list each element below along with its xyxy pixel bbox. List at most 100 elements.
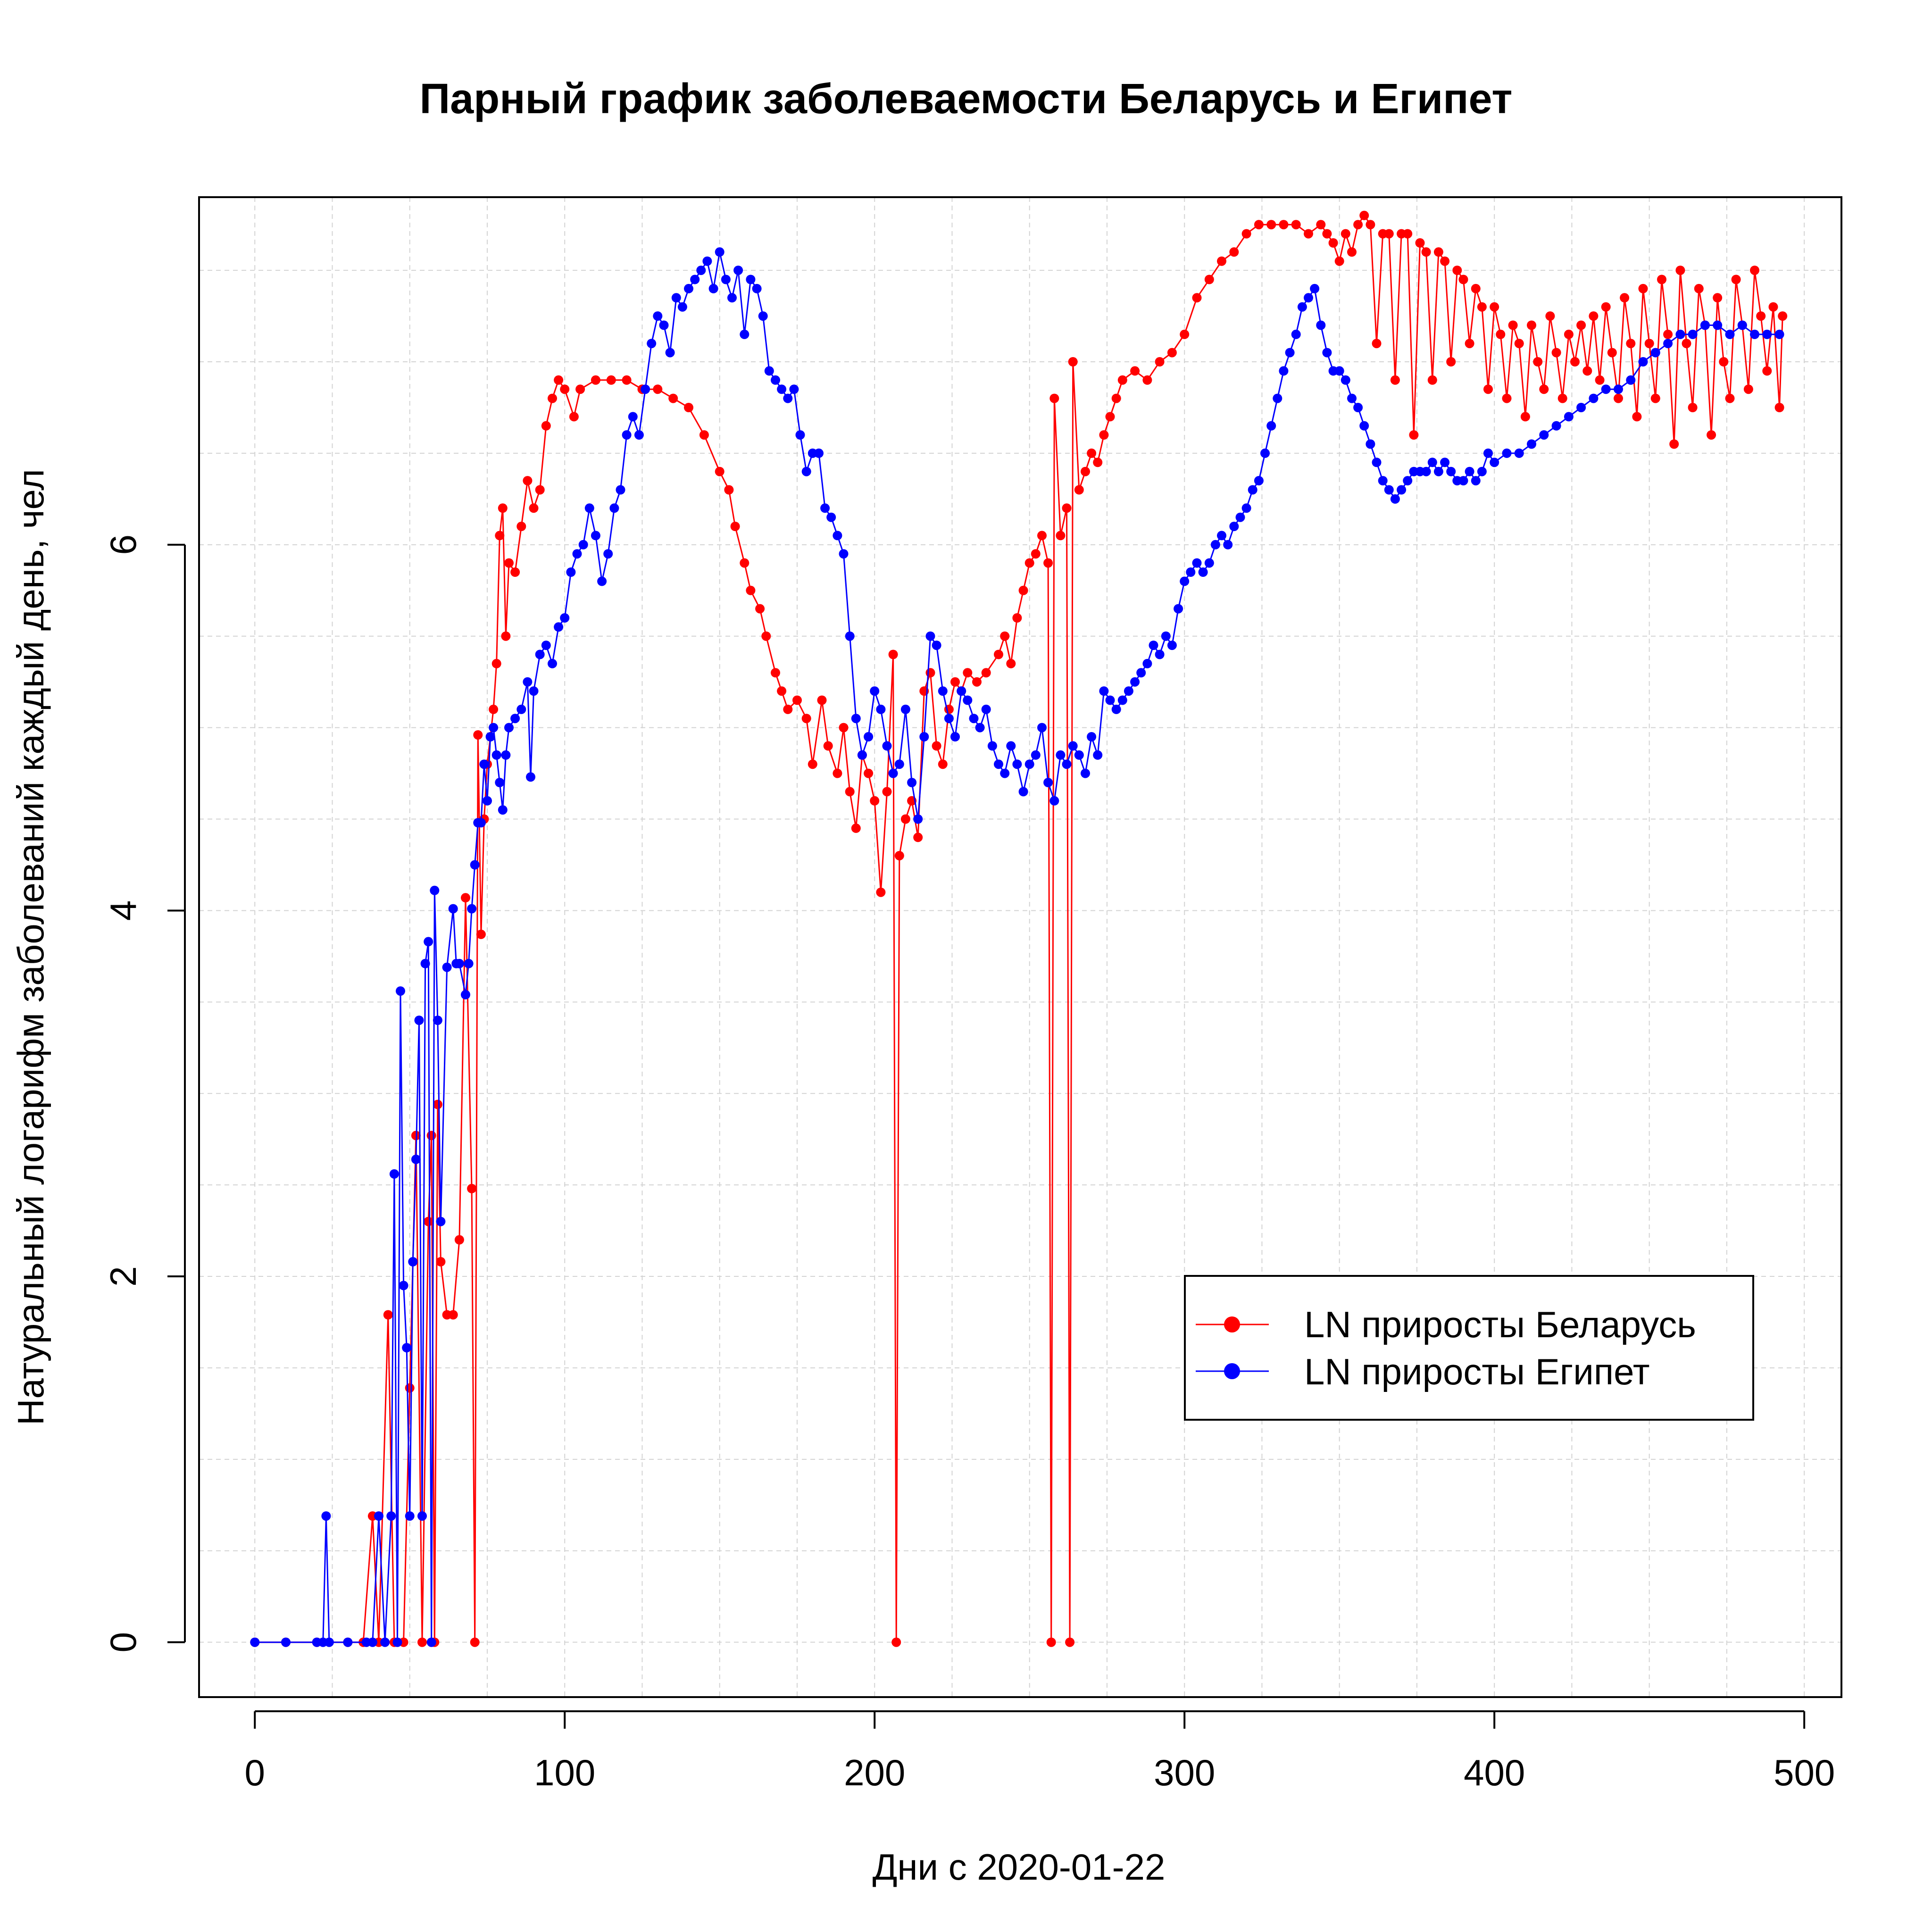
data-point xyxy=(516,522,526,531)
data-point xyxy=(1210,540,1220,550)
data-point xyxy=(470,860,480,870)
data-point xyxy=(876,887,886,897)
data-point xyxy=(1626,375,1636,385)
data-point xyxy=(1601,384,1611,394)
data-point xyxy=(981,704,991,714)
data-point xyxy=(950,732,960,741)
data-point xyxy=(864,768,874,778)
data-point xyxy=(321,1511,331,1521)
data-point xyxy=(972,677,982,687)
data-point xyxy=(1601,302,1611,312)
data-point xyxy=(489,723,499,733)
data-point xyxy=(467,1183,477,1193)
data-point xyxy=(1663,339,1673,349)
data-point xyxy=(1762,329,1772,339)
data-point xyxy=(1564,412,1574,422)
data-point xyxy=(777,686,787,696)
data-point xyxy=(529,503,539,513)
data-point xyxy=(783,393,793,403)
data-point xyxy=(1614,384,1623,394)
data-point xyxy=(541,641,551,650)
data-point xyxy=(1737,320,1747,330)
data-point xyxy=(783,704,793,714)
data-point xyxy=(1614,393,1623,403)
data-point xyxy=(1520,412,1530,422)
data-point xyxy=(476,929,486,939)
data-point xyxy=(1725,329,1735,339)
data-point xyxy=(1688,329,1698,339)
data-point xyxy=(1576,403,1586,412)
data-point xyxy=(1341,229,1350,239)
data-point xyxy=(1081,768,1090,778)
data-point xyxy=(1409,430,1419,440)
data-point xyxy=(433,1016,442,1025)
data-point xyxy=(808,759,817,769)
data-point xyxy=(424,937,433,947)
data-point xyxy=(1117,375,1127,385)
data-point xyxy=(1111,393,1121,403)
data-point xyxy=(845,787,855,797)
data-point xyxy=(411,1154,421,1164)
data-point xyxy=(938,759,948,769)
data-point xyxy=(1328,238,1338,248)
data-point xyxy=(932,641,941,650)
data-point xyxy=(389,1169,399,1179)
data-point xyxy=(529,686,539,696)
data-point xyxy=(467,904,477,914)
data-point xyxy=(1527,439,1536,449)
data-point xyxy=(1390,375,1400,385)
data-point xyxy=(1043,778,1053,787)
data-point xyxy=(1421,466,1431,476)
data-point xyxy=(715,466,724,476)
data-point xyxy=(826,512,836,522)
data-point xyxy=(281,1637,291,1647)
data-point xyxy=(1068,357,1078,366)
data-point xyxy=(1316,220,1326,230)
data-point xyxy=(752,283,762,293)
data-point xyxy=(591,531,600,541)
data-point xyxy=(1291,329,1301,339)
data-point xyxy=(1650,348,1660,358)
data-point xyxy=(1774,403,1784,412)
data-point xyxy=(1291,220,1301,230)
data-point xyxy=(817,695,827,705)
data-point xyxy=(1310,283,1320,293)
data-point xyxy=(1024,759,1034,769)
data-point xyxy=(510,714,520,724)
data-point xyxy=(1551,421,1561,431)
data-point xyxy=(1167,641,1177,650)
data-point xyxy=(919,732,929,741)
data-point xyxy=(1105,412,1115,422)
data-point xyxy=(1266,421,1276,431)
data-point xyxy=(448,904,458,914)
data-point xyxy=(1496,329,1506,339)
data-point xyxy=(1087,448,1097,458)
data-point xyxy=(491,658,501,668)
data-point xyxy=(659,320,669,330)
data-point xyxy=(1037,723,1047,733)
data-point xyxy=(900,704,910,714)
data-point xyxy=(641,384,650,394)
data-point xyxy=(1186,567,1196,577)
data-point xyxy=(392,1637,402,1647)
data-point xyxy=(1589,311,1599,321)
data-point xyxy=(1304,293,1313,303)
data-point xyxy=(1663,329,1673,339)
data-point xyxy=(584,503,594,513)
data-point xyxy=(740,558,749,568)
data-point xyxy=(876,704,886,714)
data-point xyxy=(1093,458,1103,467)
data-point xyxy=(402,1343,412,1353)
data-point xyxy=(761,631,771,641)
data-point xyxy=(250,1637,260,1647)
data-point xyxy=(1117,695,1127,705)
data-point xyxy=(1576,320,1586,330)
data-point xyxy=(1353,220,1363,230)
legend: LN приросты Беларусь LN приросты Египет xyxy=(1184,1275,1754,1421)
data-point xyxy=(489,704,499,714)
data-point xyxy=(535,485,545,495)
data-point xyxy=(1087,732,1097,741)
data-point xyxy=(448,1310,458,1320)
